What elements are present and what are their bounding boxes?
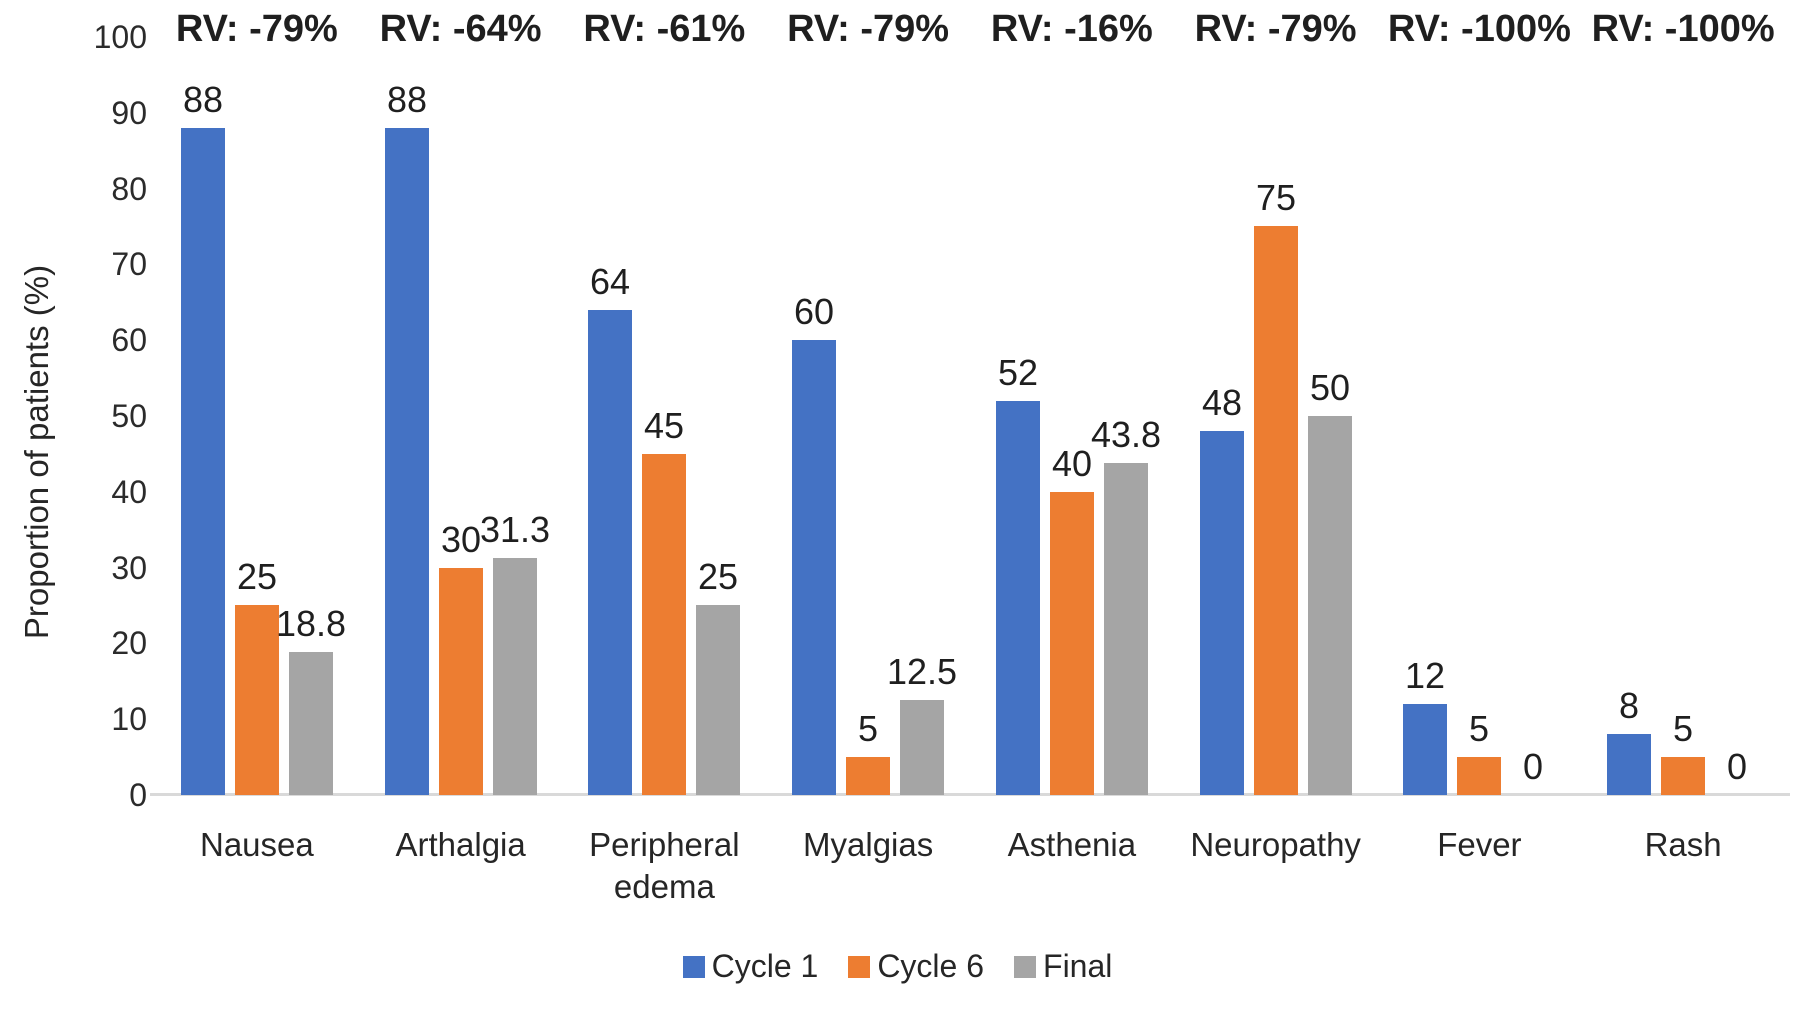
y-tick-label-20: 20 (111, 625, 147, 662)
bar-final-neuropathy (1308, 416, 1352, 795)
bar-cycle-6-rash (1661, 757, 1705, 795)
category-label-asthenia: Asthenia (1007, 826, 1137, 863)
bar-cycle-6-arthalgia (439, 568, 483, 795)
bar-final-peripheral-edema (696, 605, 740, 795)
bar-value-cycle-6-neuropathy: 75 (1255, 177, 1297, 218)
bar-cycle-6-neuropathy (1254, 226, 1298, 795)
bar-cycle-1-neuropathy (1200, 431, 1244, 795)
bar-value-cycle-1-myalgias: 60 (793, 291, 835, 332)
bar-cycle-6-peripheral-edema (642, 454, 686, 795)
bar-final-nausea (289, 652, 333, 795)
bar-value-cycle-6-myalgias: 5 (857, 708, 879, 749)
x-axis-line (150, 793, 1790, 796)
bar-cycle-1-fever (1403, 704, 1447, 795)
category-label-rash: Rash (1644, 826, 1722, 863)
bar-cycle-6-myalgias (846, 757, 890, 795)
rv-annotation-nausea: RV: -79% (175, 8, 338, 50)
bar-value-final-peripheral-edema: 25 (697, 556, 739, 597)
bar-value-cycle-6-rash: 5 (1672, 708, 1694, 749)
bar-cycle-1-rash (1607, 734, 1651, 795)
bar-value-cycle-6-asthenia: 40 (1051, 443, 1093, 484)
category-label-arthalgia: Arthalgia (395, 826, 526, 863)
bar-value-final-neuropathy: 50 (1309, 367, 1351, 408)
bar-final-myalgias (900, 700, 944, 795)
bar-value-final-myalgias: 12.5 (886, 651, 958, 692)
bar-cycle-6-nausea (235, 605, 279, 795)
legend-label: Cycle 6 (877, 948, 985, 984)
legend-swatch-icon (1014, 955, 1037, 978)
bar-value-cycle-6-nausea: 25 (236, 556, 278, 597)
bar-cycle-1-nausea (181, 128, 225, 795)
bar-value-cycle-6-arthalgia: 30 (440, 519, 482, 560)
bar-value-cycle-1-neuropathy: 48 (1201, 382, 1243, 423)
category-label-peripheral-edema: Peripheral edema (589, 826, 740, 905)
bar-cycle-1-asthenia (996, 401, 1040, 795)
bar-value-final-nausea: 18.8 (275, 603, 347, 644)
bar-value-cycle-1-peripheral-edema: 64 (589, 261, 631, 302)
bar-value-cycle-6-peripheral-edema: 45 (643, 405, 685, 446)
y-tick-label-100: 100 (93, 19, 147, 55)
y-tick-label-40: 40 (111, 473, 147, 510)
y-tick-label-80: 80 (111, 170, 147, 207)
bar-value-cycle-1-nausea: 88 (182, 79, 224, 120)
bar-value-final-rash: 0 (1726, 746, 1748, 787)
y-tick-label-90: 90 (111, 94, 147, 131)
y-tick-label-50: 50 (111, 398, 147, 434)
category-label-nausea: Nausea (200, 826, 314, 863)
bar-final-arthalgia (493, 558, 537, 795)
bar-value-cycle-1-fever: 12 (1404, 655, 1446, 696)
category-label-fever: Fever (1437, 826, 1522, 863)
bar-value-final-fever: 0 (1522, 746, 1544, 787)
bar-cycle-1-arthalgia (385, 128, 429, 795)
rv-annotation-arthalgia: RV: -64% (379, 8, 542, 50)
legend-item-cycle-6: Cycle 6 (848, 948, 984, 985)
bar-value-final-arthalgia: 31.3 (479, 509, 551, 550)
legend-label: Cycle 1 (711, 948, 819, 984)
rv-annotation-fever: RV: -100% (1387, 8, 1571, 50)
bar-cycle-1-peripheral-edema (588, 310, 632, 795)
y-tick-label-10: 10 (111, 701, 147, 738)
y-tick-label-70: 70 (111, 246, 147, 283)
rv-annotation-asthenia: RV: -16% (990, 8, 1153, 50)
legend-item-cycle-1: Cycle 1 (682, 948, 819, 985)
rv-annotation-peripheral-edema: RV: -61% (583, 8, 746, 50)
legend-label: Final (1043, 948, 1113, 984)
category-label-neuropathy: Neuropathy (1190, 826, 1361, 863)
bar-value-cycle-1-asthenia: 52 (997, 352, 1039, 393)
rv-annotation-neuropathy: RV: -79% (1194, 8, 1357, 50)
rv-annotation-myalgias: RV: -79% (787, 8, 950, 50)
bar-cycle-6-fever (1457, 757, 1501, 795)
bar-value-cycle-6-fever: 5 (1468, 708, 1490, 749)
bar-value-cycle-1-rash: 8 (1618, 685, 1640, 726)
bar-final-asthenia (1104, 463, 1148, 795)
bar-cycle-1-myalgias (792, 340, 836, 795)
y-tick-label-0: 0 (129, 777, 147, 813)
legend: Cycle 1 Cycle 6 Final (0, 948, 1795, 985)
category-label-myalgias: Myalgias (803, 826, 934, 863)
legend-swatch-icon (682, 955, 705, 978)
rv-annotation-rash: RV: -100% (1591, 8, 1775, 50)
y-tick-label-30: 30 (111, 549, 147, 586)
legend-item-final: Final (1014, 948, 1112, 985)
bar-value-cycle-1-arthalgia: 88 (386, 79, 428, 120)
bar-cycle-6-asthenia (1050, 492, 1094, 795)
legend-swatch-icon (848, 955, 871, 978)
bar-value-final-asthenia: 43.8 (1090, 414, 1162, 455)
y-tick-label-60: 60 (111, 322, 147, 359)
